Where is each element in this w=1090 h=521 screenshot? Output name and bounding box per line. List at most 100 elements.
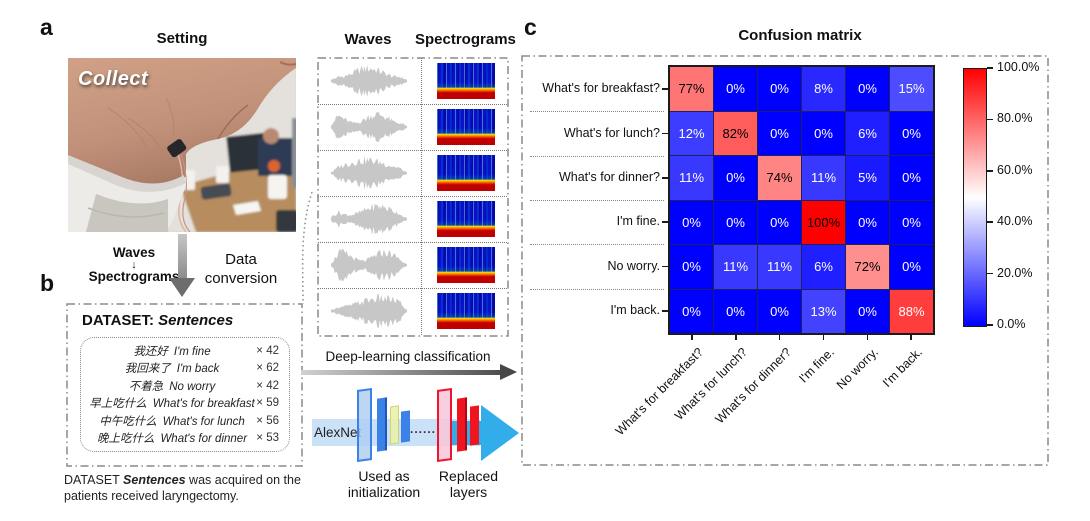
matrix-cell: 0%: [714, 156, 757, 200]
collect-photo: Collect: [68, 58, 296, 232]
sentence-chinese: 晚上吃什么: [96, 431, 155, 446]
replaced-line2: layers: [449, 483, 488, 500]
spectrogram-image: [437, 247, 495, 283]
sentence-row: 晚上吃什么 What's for dinner × 53: [81, 430, 289, 446]
panel-a-title: Setting: [156, 30, 208, 47]
colorbar-tick-label: 0.0%: [997, 317, 1026, 331]
matrix-cell: 82%: [714, 111, 757, 155]
x-axis-tick: [866, 334, 868, 340]
matrix-cell: 0%: [890, 200, 933, 244]
throat-sensor: [167, 139, 187, 158]
sentence-chinese: 我回来了: [124, 361, 171, 376]
matrix-cell: 0%: [890, 245, 933, 289]
sentence-list: 我还好 I'm fine × 42 我回来了 I'm back × 62 不着急 No wor…: [80, 337, 290, 452]
y-axis-tick: [662, 132, 669, 135]
row-guide-dots: [530, 288, 664, 290]
waveform-icon: [331, 247, 407, 288]
media-row-divider: [318, 196, 507, 197]
row-guide-dots: [530, 155, 664, 157]
matrix-cell: 15%: [890, 67, 933, 111]
row-guide-dots: [530, 111, 664, 113]
alexnet-label: AlexNet: [314, 425, 362, 440]
y-axis-tick: [662, 177, 669, 179]
matrix-cell: 0%: [846, 67, 889, 111]
media-row-divider: [318, 242, 507, 243]
sentence-count: × 42: [256, 379, 279, 392]
cyan-arrow-icon: [481, 405, 519, 461]
x-axis-tick: [778, 334, 781, 340]
colorbar-tick: [987, 67, 993, 69]
sentence-count: × 42: [256, 344, 279, 357]
data-conversion-label: Data conversion: [204, 251, 278, 287]
matrix-cell: 0%: [758, 67, 801, 111]
matrix-cell: 0%: [714, 67, 757, 111]
waveform-icon: [331, 293, 407, 334]
colorbar-tick: [987, 221, 993, 223]
panel-label-a: a: [40, 14, 53, 40]
sentence-chinese: 不着急: [128, 378, 164, 393]
x-axis-tick: [735, 334, 737, 340]
data-conversion-arrow-shaft: [178, 234, 187, 280]
matrix-cell: 11%: [802, 156, 845, 200]
media-row-divider: [318, 288, 507, 289]
matrix-cell: 0%: [714, 200, 757, 244]
matrix-row-label: I'm back.: [610, 302, 660, 317]
classification-arrow-icon: [500, 364, 517, 380]
sentence-english: No worry: [169, 380, 216, 393]
dataset-box-border: [66, 303, 303, 467]
sentence-english: I'm back: [176, 363, 220, 376]
caption-rest: was acquired on the patients received la…: [64, 473, 301, 503]
matrix-cell: 0%: [846, 289, 889, 333]
media-row-divider: [318, 150, 507, 151]
matrix-cell: 0%: [890, 111, 933, 155]
row-guide-dots: [530, 244, 664, 246]
used-as-initialization-label: Used as initialization: [333, 468, 435, 500]
cnn-layer-blue-plate: [357, 387, 372, 463]
cnn-layer-red-2: [470, 405, 479, 446]
sentence-count: × 53: [256, 432, 279, 445]
matrix-cell: 0%: [758, 289, 801, 333]
colorbar-tick: [987, 170, 993, 172]
row-guide-dots: [530, 200, 664, 201]
caption-prefix: DATASET: [64, 473, 124, 487]
matrix-cell: 0%: [758, 111, 801, 155]
matrix-cell: 11%: [758, 245, 801, 289]
spectrogram-image: [437, 155, 495, 191]
confusion-matrix-heatmap: 77% 0% 0% 8% 0% 15% 12% 82% 0% 0% 6% 0% 11% 0% 74% 11% 5…: [668, 65, 935, 335]
colorbar-tick-label: 60.0%: [997, 162, 1033, 177]
matrix-row-label: I'm fine.: [616, 214, 660, 229]
media-row-divider: [318, 104, 507, 105]
y-axis-tick: [662, 88, 669, 90]
spectrogram-image: [437, 63, 495, 99]
matrix-cell: 0%: [670, 245, 713, 289]
sentence-chinese: 早上吃什么: [89, 396, 147, 411]
ellipsis-dots: ......: [410, 422, 437, 436]
cnn-layer-red-1: [457, 397, 467, 452]
panel-label-b: b: [40, 270, 55, 296]
sentence-english: What's for lunch: [162, 415, 245, 428]
matrix-row-label: What's for lunch?: [563, 125, 660, 140]
colorbar: [963, 68, 987, 327]
spectrograms-column-header: Spectrograms: [415, 31, 516, 48]
caption-emph: Sentences: [123, 473, 186, 487]
cnn-layer-pink-plate: [437, 387, 452, 463]
colorbar-tick-label: 20.0%: [997, 265, 1033, 280]
used-as-line1: Used as: [358, 468, 410, 484]
photo-caption: Collect: [78, 68, 149, 90]
photo-illustration: [68, 58, 296, 232]
cnn-layer-blue-2: [401, 410, 410, 443]
matrix-cell: 0%: [714, 289, 757, 333]
matrix-cell: 100%: [802, 200, 845, 244]
colorbar-tick-label: 80.0%: [997, 111, 1033, 126]
waves-column-header: Waves: [344, 31, 392, 48]
matrix-cell: 12%: [670, 111, 713, 155]
matrix-cell: 11%: [670, 156, 713, 200]
neck-skin: [68, 58, 296, 187]
sentence-row: 我还好 I'm fine × 42: [81, 343, 289, 359]
matrix-cell: 13%: [802, 289, 845, 333]
matrix-cell: 0%: [670, 200, 713, 244]
matrix-cell: 88%: [890, 289, 933, 333]
matrix-cell: 5%: [846, 156, 889, 200]
matrix-cell: 6%: [846, 111, 889, 155]
